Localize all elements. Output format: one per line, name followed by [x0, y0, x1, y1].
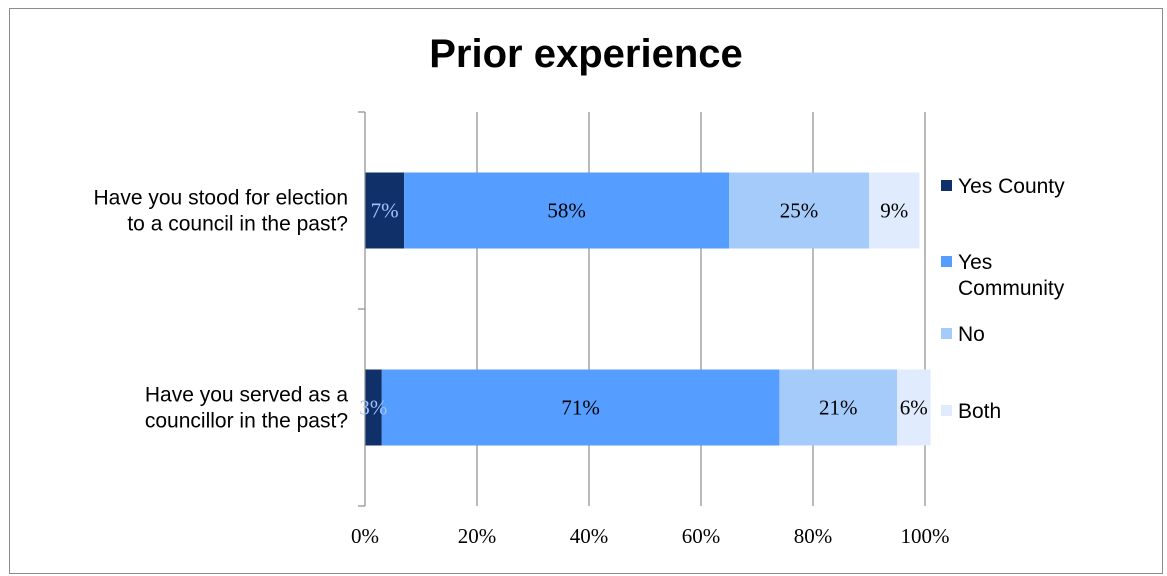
- legend-swatch: [941, 180, 952, 191]
- x-tick-label: 100%: [901, 524, 950, 548]
- bar-segment: [897, 369, 931, 446]
- bar-segment: [365, 172, 405, 249]
- legend-label: Both: [958, 400, 1001, 423]
- chart-svg: Prior experience 0% 20% 40% 60% 80% 100% Have …: [94, 32, 1066, 548]
- data-label: 58%: [547, 199, 586, 223]
- data-label: 21%: [819, 396, 858, 420]
- bar-segment: [404, 172, 729, 249]
- data-label: 7%: [371, 199, 399, 223]
- bar-segment: [381, 369, 780, 446]
- chart-frame: Prior experience 0% 20% 40% 60% 80% 100% Have …: [9, 8, 1163, 574]
- data-label: 71%: [561, 396, 600, 420]
- bar-segment: [779, 369, 897, 446]
- category-label: Have you stood for election: [94, 187, 348, 210]
- data-label: 25%: [780, 199, 819, 223]
- x-tick-label: 60%: [682, 524, 721, 548]
- legend-swatch: [941, 405, 952, 416]
- category-label: to a council in the past?: [127, 213, 348, 236]
- bar-segment: [869, 172, 920, 249]
- category-label: councillor in the past?: [145, 410, 348, 433]
- legend-label: Yes County: [958, 175, 1065, 198]
- data-label: 9%: [880, 199, 908, 223]
- grid-layer: [476, 112, 926, 506]
- legend-label: No: [958, 323, 985, 346]
- x-tick-label: 80%: [794, 524, 833, 548]
- bar-segment: [365, 369, 382, 446]
- legend-swatch: [941, 328, 952, 339]
- legend-label: Community: [958, 277, 1065, 300]
- bar-segment: [729, 172, 869, 249]
- legend-label: Yes: [958, 251, 992, 274]
- bars-layer: [365, 172, 931, 446]
- category-label: Have you served as a: [145, 384, 348, 407]
- x-tick-label: 0%: [351, 524, 379, 548]
- axis-layer: 0% 20% 40% 60% 80% 100% Have you stood for ele…: [94, 111, 950, 548]
- x-tick-label: 40%: [570, 524, 609, 548]
- legend-swatch: [941, 256, 952, 267]
- data-label: 6%: [900, 396, 928, 420]
- chart-title: Prior experience: [429, 32, 743, 76]
- legend: Yes County Yes Community No Both: [941, 175, 1065, 423]
- data-label: 3%: [359, 396, 387, 420]
- labels-layer: 7% 58% 25% 9% 3% 71% 21% 6%: [359, 199, 927, 420]
- x-tick-label: 20%: [458, 524, 497, 548]
